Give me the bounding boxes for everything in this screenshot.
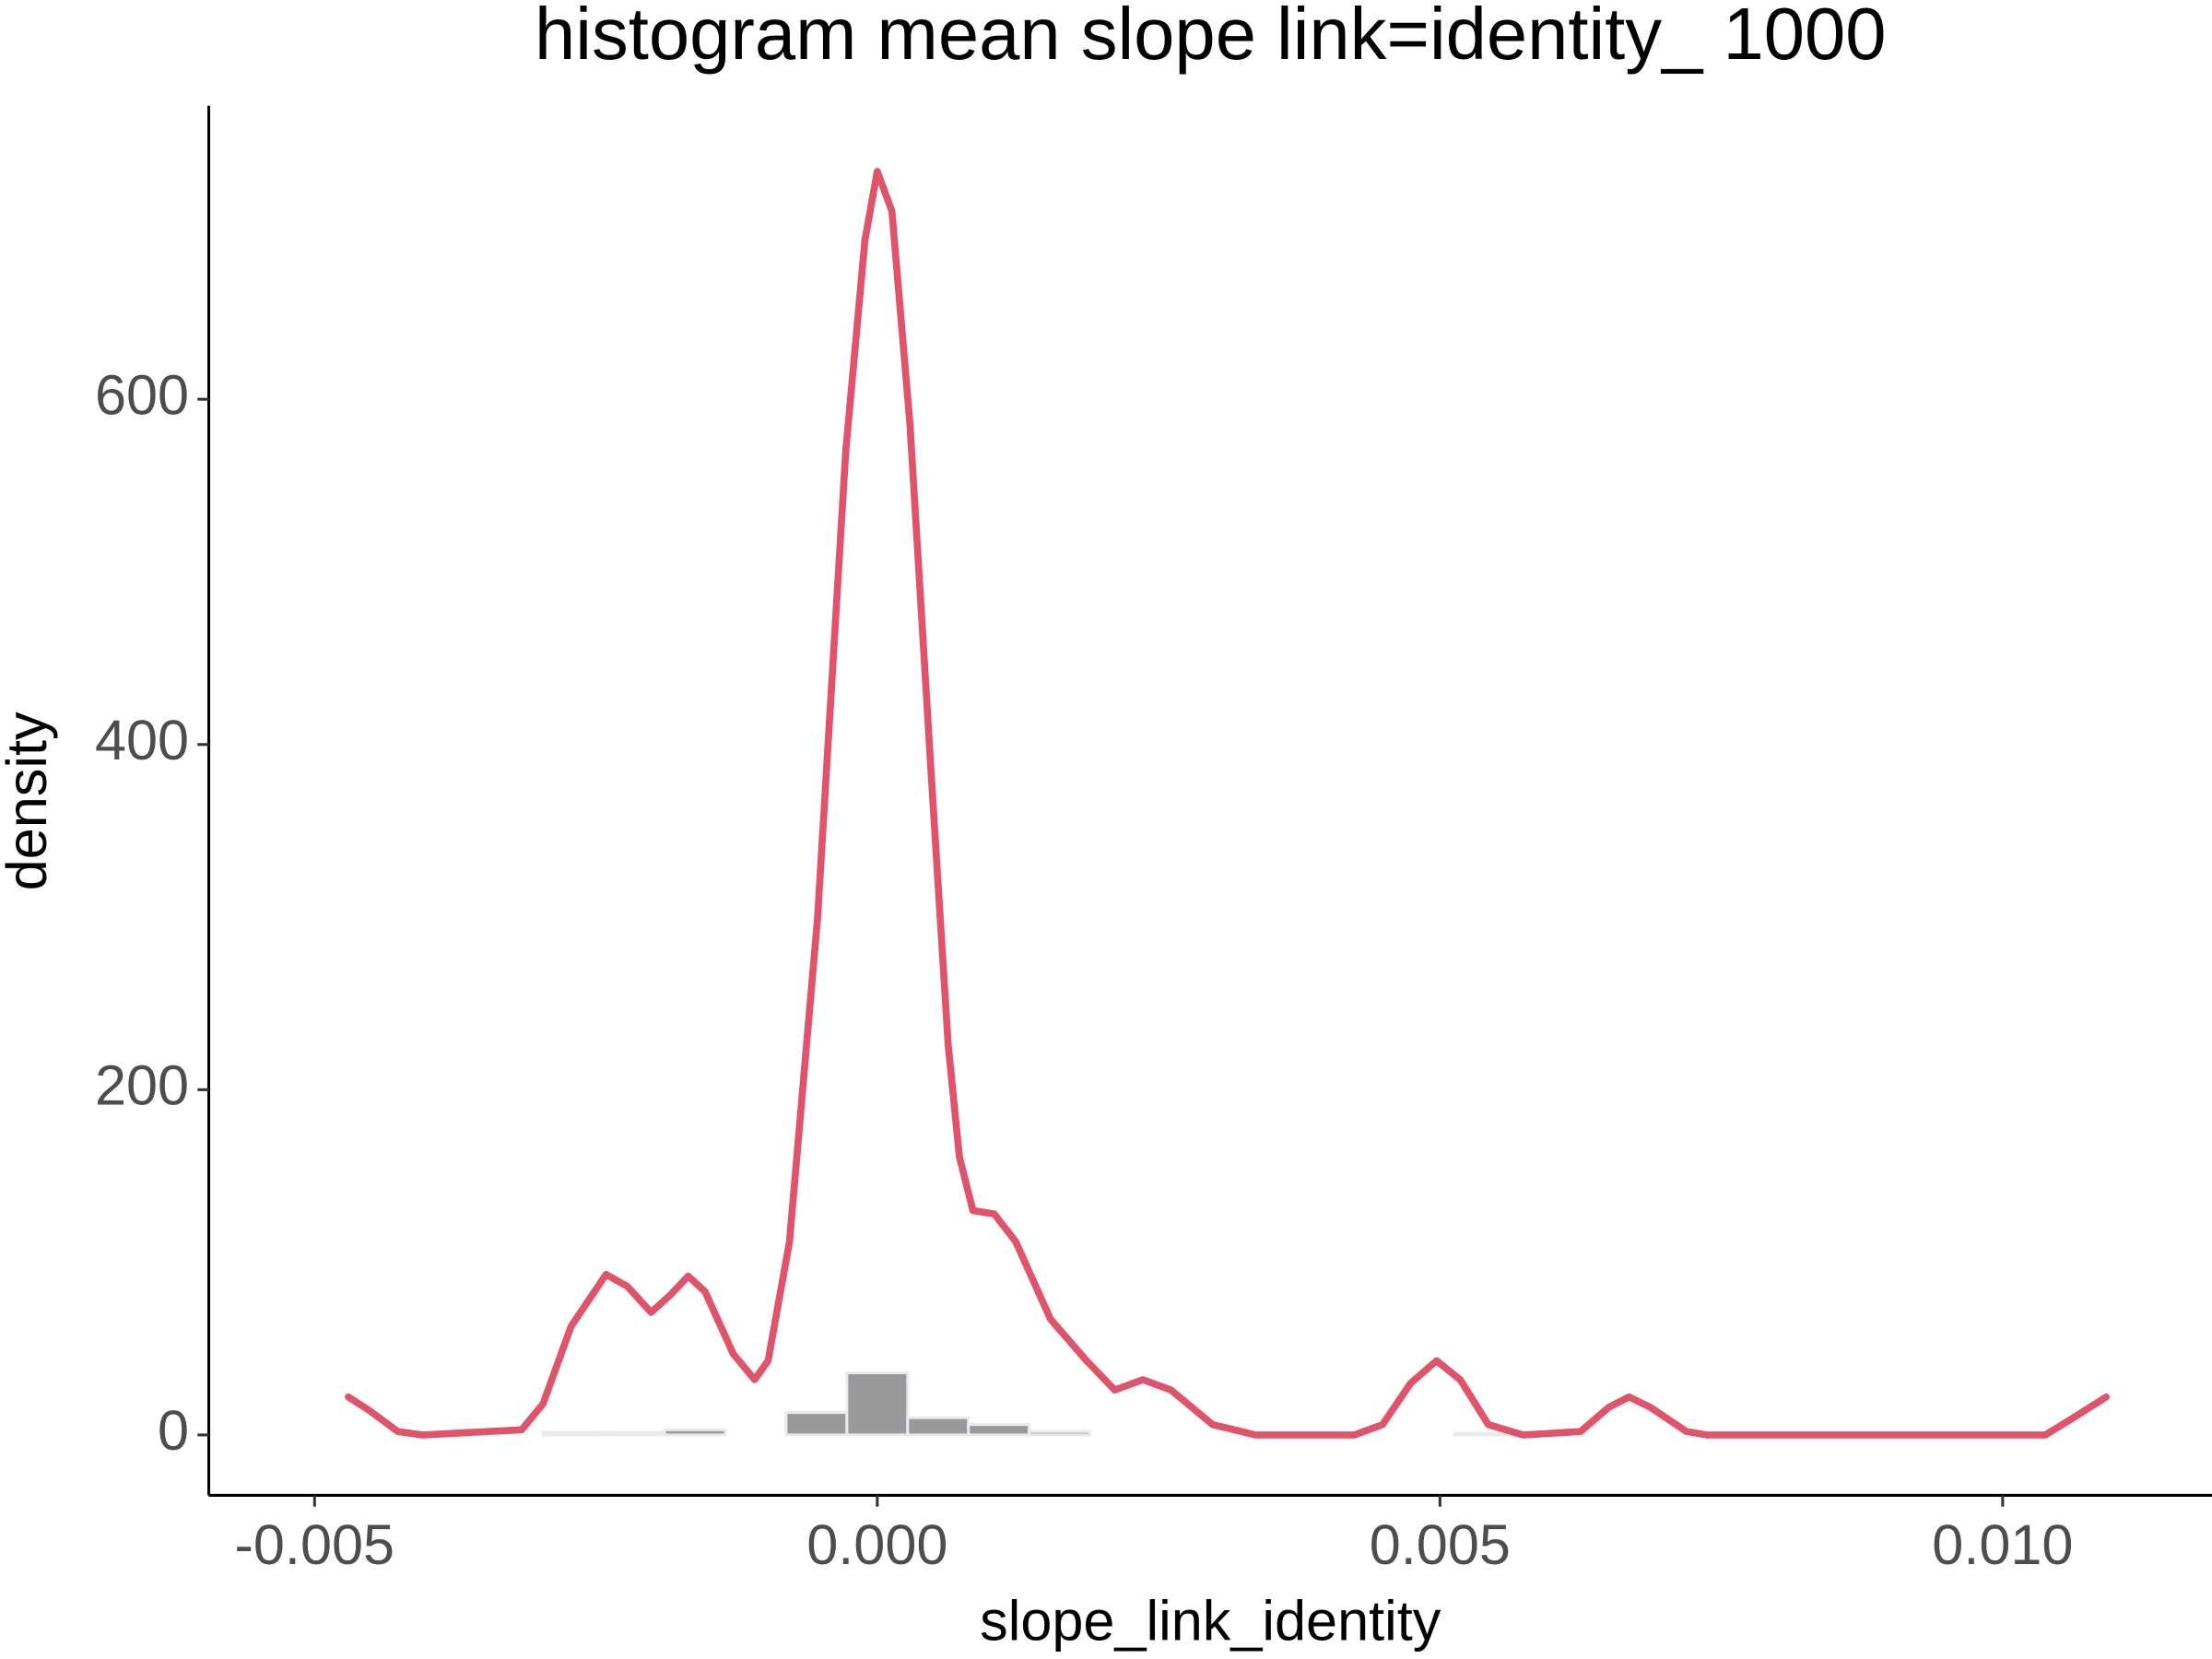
x-tick-label: 0.010 [1932, 1513, 2073, 1576]
y-tick-label: 400 [95, 709, 189, 771]
x-tick-label: 0.000 [806, 1513, 947, 1576]
y-tick-label: 200 [95, 1053, 189, 1116]
y-tick-label: 600 [95, 363, 189, 426]
histogram-bar [1028, 1430, 1092, 1437]
x-tick-label: -0.005 [235, 1513, 395, 1576]
histogram-bar [541, 1430, 606, 1437]
histogram-bar [602, 1430, 666, 1437]
density-line [345, 168, 2111, 1439]
x-tick-label: 0.005 [1370, 1513, 1511, 1576]
chart-title: histogram mean slope link=identity_ 1000 [535, 0, 1886, 75]
histogram-bar [845, 1371, 910, 1437]
y-tick-label: 0 [158, 1399, 189, 1462]
x-axis-title: slope_link_identity [980, 1589, 1441, 1652]
histogram-bar [663, 1428, 727, 1437]
y-axis-title: density [0, 712, 58, 890]
histogram-bar [967, 1423, 1031, 1437]
histogram-bar [906, 1416, 971, 1437]
histogram-bar [784, 1411, 849, 1437]
